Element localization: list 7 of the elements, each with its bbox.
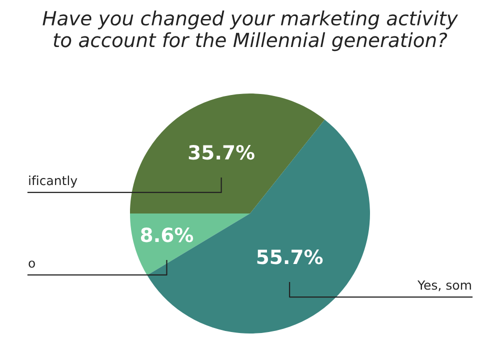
slice-label: Yes, som [418,280,471,292]
data-label: 8.6% [140,228,194,242]
data-label: 55.7% [257,250,323,264]
chart-title: Have you changed your marketing activity to account for the Millennial generation? [42,10,458,52]
slice-label: ificantly [29,176,78,188]
slice-label: o [28,260,35,268]
data-label: 35.7% [188,144,254,160]
